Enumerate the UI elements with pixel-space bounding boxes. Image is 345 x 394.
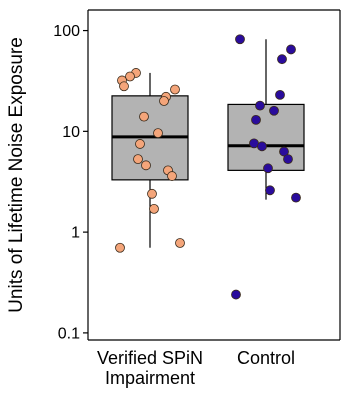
data-point: [175, 238, 185, 248]
x-category-label: Control: [237, 348, 295, 368]
x-category-label: Verified SPiN: [97, 348, 203, 368]
data-point: [283, 154, 293, 165]
data-point: [275, 89, 285, 100]
data-point: [269, 105, 279, 116]
x-category-label: Impairment: [105, 368, 195, 388]
data-point: [251, 114, 261, 125]
y-tick-label: 1: [71, 225, 80, 242]
y-tick-label: 100: [53, 23, 80, 40]
data-point: [149, 203, 159, 214]
data-point: [170, 84, 180, 95]
data-point: [159, 96, 169, 106]
data-point: [257, 141, 267, 152]
data-point: [279, 146, 289, 157]
data-point: [286, 44, 296, 55]
data-point: [139, 111, 149, 122]
data-point: [125, 71, 135, 82]
data-point: [119, 81, 129, 92]
data-point: [153, 128, 163, 139]
data-point: [135, 139, 145, 149]
data-point: [235, 34, 245, 45]
data-point: [255, 100, 265, 111]
data-point: [115, 242, 125, 253]
data-point: [265, 185, 275, 196]
y-tick-label: 0.1: [58, 325, 80, 342]
axes: [87, 9, 341, 341]
data-point: [141, 160, 151, 171]
data-point: [291, 192, 301, 203]
data-point: [277, 54, 287, 65]
data-point: [231, 289, 241, 300]
y-ticks: 0.1 1 10 100: [53, 23, 88, 342]
y-axis-title: Units of Lifetime Noise Exposure: [6, 37, 27, 313]
data-point: [147, 188, 157, 199]
data-point: [167, 171, 177, 181]
data-point: [133, 154, 143, 165]
data-point: [263, 163, 273, 174]
data-points: [115, 34, 301, 300]
y-tick-label: 10: [62, 124, 80, 141]
